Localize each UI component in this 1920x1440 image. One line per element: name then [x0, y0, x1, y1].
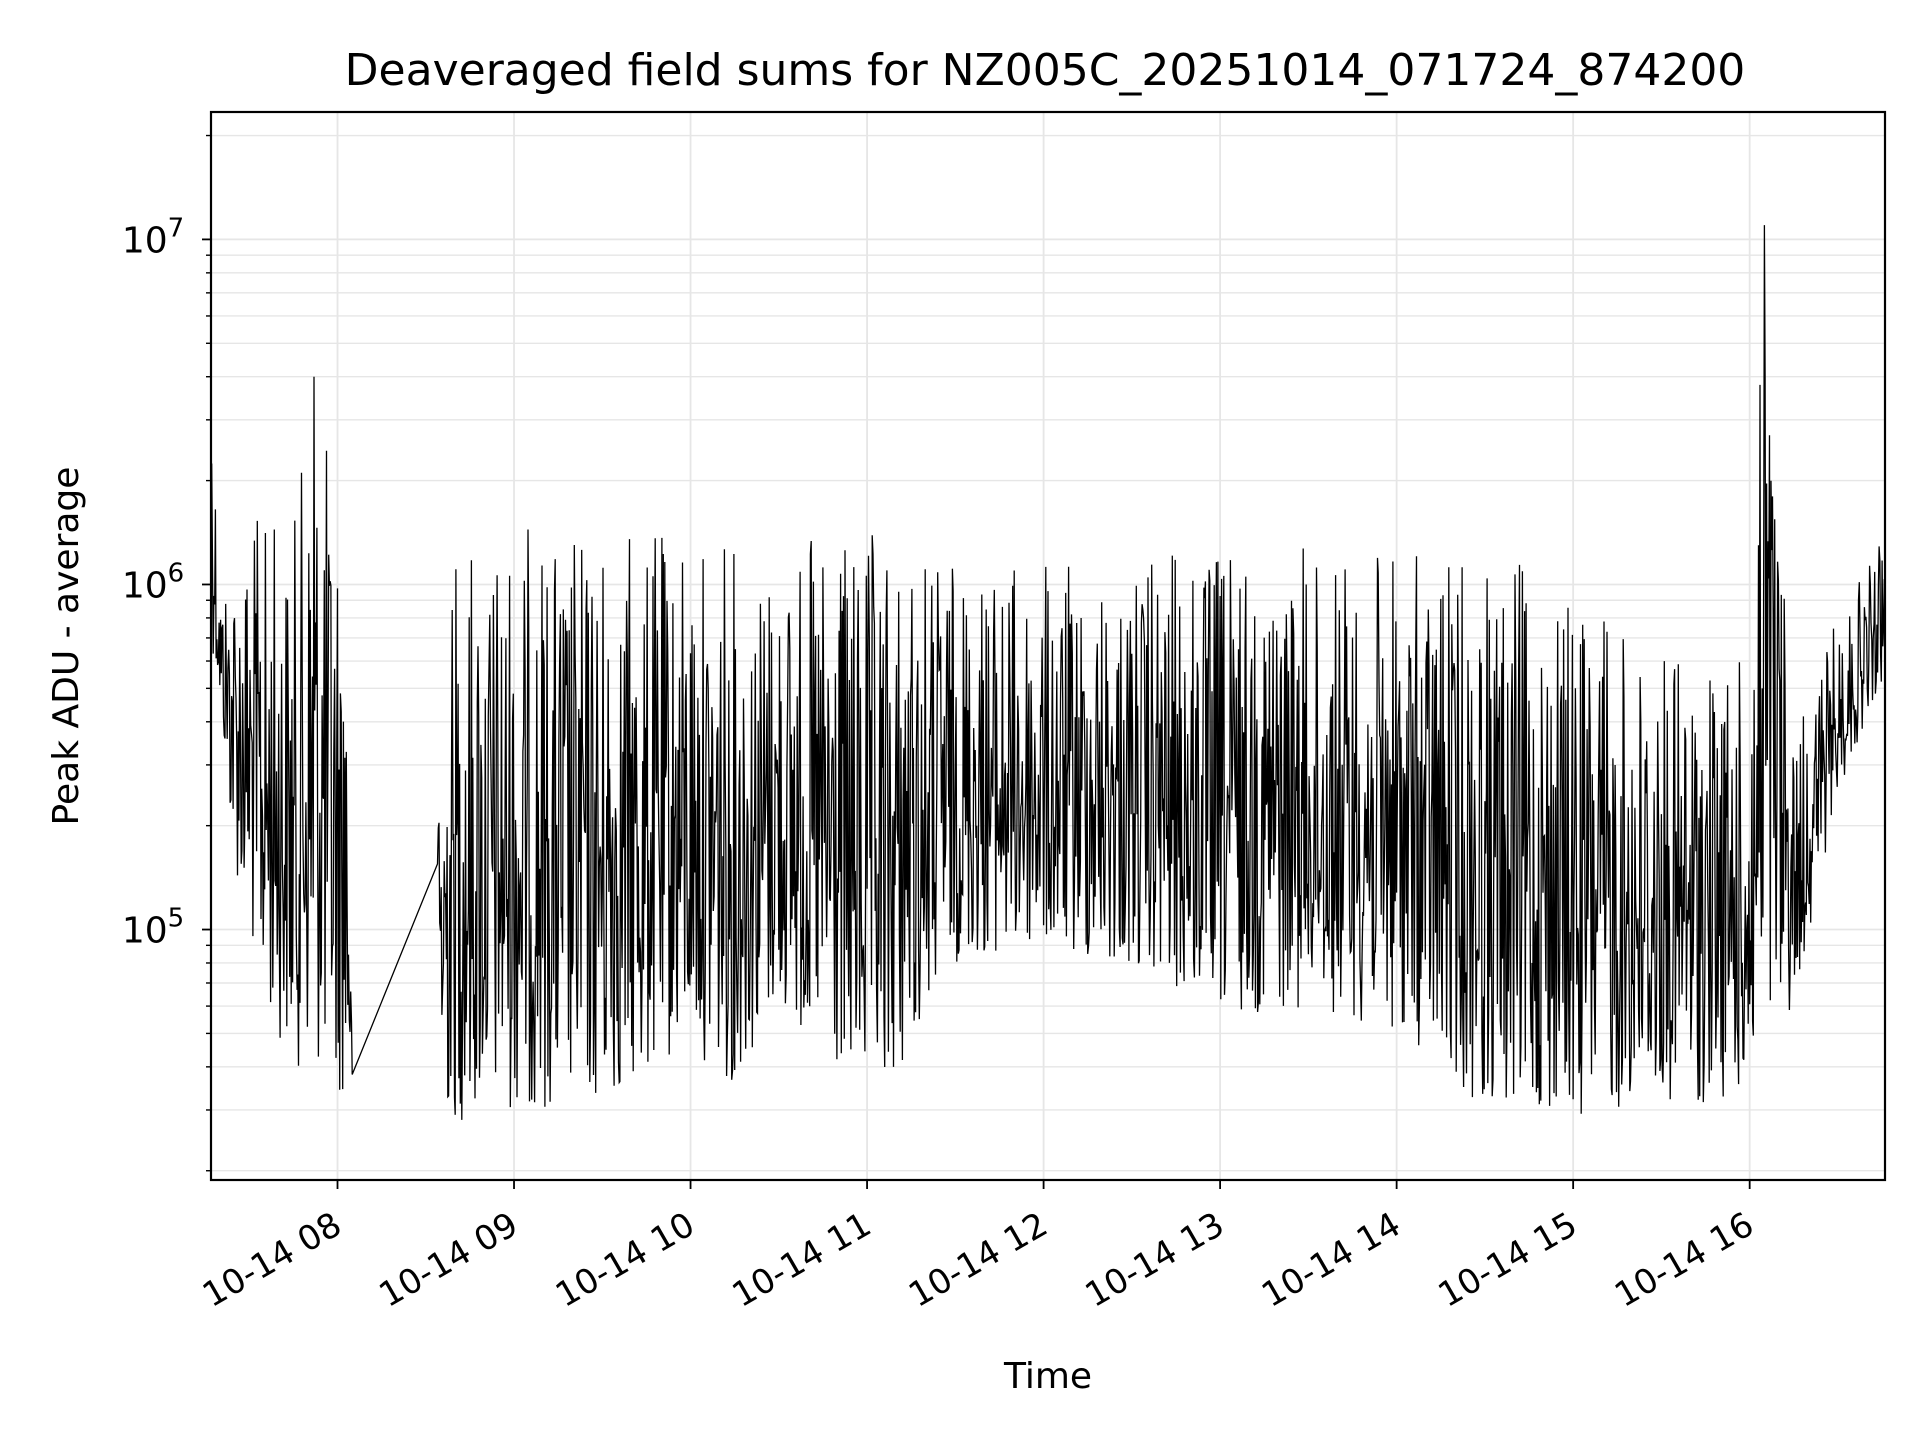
y-tick-label: 105: [122, 904, 184, 952]
y-axis-ticks: 105 106 107: [122, 134, 211, 1172]
plot-area: [210, 225, 1886, 1120]
x-axis-label: Time: [1003, 1356, 1092, 1397]
series-line: [210, 225, 1886, 1120]
y-tick-label: 107: [122, 213, 184, 261]
chart-title: Deaveraged field sums for NZ005C_2025101…: [345, 45, 1746, 96]
y-axis-label: Peak ADU - average: [46, 467, 87, 826]
y-tick-label: 106: [122, 558, 184, 606]
plot-frame: [209, 110, 1887, 1182]
